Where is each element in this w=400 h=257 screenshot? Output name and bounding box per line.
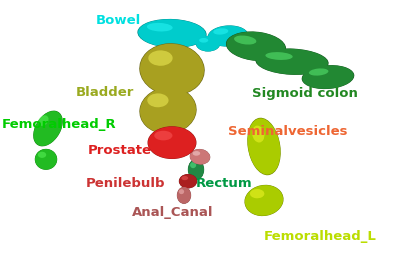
Ellipse shape bbox=[148, 50, 173, 66]
Ellipse shape bbox=[252, 126, 264, 143]
Ellipse shape bbox=[179, 189, 184, 194]
Ellipse shape bbox=[196, 36, 220, 52]
Text: Rectum: Rectum bbox=[196, 177, 253, 190]
Ellipse shape bbox=[250, 189, 264, 198]
Ellipse shape bbox=[266, 52, 293, 60]
Ellipse shape bbox=[302, 65, 354, 89]
Ellipse shape bbox=[34, 111, 62, 146]
Ellipse shape bbox=[35, 149, 57, 170]
Ellipse shape bbox=[179, 174, 197, 188]
Ellipse shape bbox=[190, 149, 210, 164]
Ellipse shape bbox=[190, 149, 210, 164]
Ellipse shape bbox=[234, 35, 256, 44]
Ellipse shape bbox=[188, 159, 204, 180]
Ellipse shape bbox=[33, 111, 63, 146]
Ellipse shape bbox=[213, 28, 228, 35]
Ellipse shape bbox=[199, 38, 208, 43]
Ellipse shape bbox=[140, 87, 196, 134]
Text: Femoralhead_L: Femoralhead_L bbox=[264, 230, 377, 243]
Ellipse shape bbox=[179, 174, 197, 188]
Ellipse shape bbox=[188, 159, 204, 180]
Ellipse shape bbox=[154, 131, 172, 140]
Ellipse shape bbox=[247, 118, 281, 175]
Ellipse shape bbox=[38, 152, 46, 158]
Ellipse shape bbox=[148, 126, 196, 159]
Text: Prostate: Prostate bbox=[88, 144, 152, 157]
Ellipse shape bbox=[309, 68, 328, 76]
Ellipse shape bbox=[193, 151, 200, 156]
Text: Anal_Canal: Anal_Canal bbox=[132, 206, 214, 218]
Ellipse shape bbox=[148, 126, 196, 159]
Ellipse shape bbox=[137, 19, 207, 48]
Ellipse shape bbox=[208, 26, 248, 46]
Ellipse shape bbox=[226, 32, 286, 61]
Ellipse shape bbox=[35, 149, 57, 170]
Ellipse shape bbox=[245, 185, 283, 216]
Ellipse shape bbox=[208, 25, 248, 47]
Text: Femoralhead_R: Femoralhead_R bbox=[2, 118, 117, 131]
Ellipse shape bbox=[177, 187, 191, 204]
Ellipse shape bbox=[147, 93, 168, 107]
Ellipse shape bbox=[138, 19, 206, 48]
Text: Penilebulb: Penilebulb bbox=[86, 177, 166, 190]
Ellipse shape bbox=[244, 185, 284, 216]
Ellipse shape bbox=[190, 162, 196, 168]
Ellipse shape bbox=[139, 43, 205, 96]
Ellipse shape bbox=[196, 36, 220, 51]
Ellipse shape bbox=[181, 176, 188, 180]
Text: Bowel: Bowel bbox=[96, 14, 141, 27]
Text: Bladder: Bladder bbox=[76, 86, 134, 99]
Ellipse shape bbox=[140, 44, 204, 95]
Ellipse shape bbox=[256, 49, 328, 75]
Text: Seminalvesicles: Seminalvesicles bbox=[228, 125, 348, 137]
Text: Sigmoid colon: Sigmoid colon bbox=[252, 87, 358, 100]
Ellipse shape bbox=[177, 187, 191, 204]
Ellipse shape bbox=[255, 49, 329, 75]
Ellipse shape bbox=[248, 118, 280, 175]
Ellipse shape bbox=[302, 65, 354, 89]
Ellipse shape bbox=[147, 23, 173, 31]
Ellipse shape bbox=[139, 87, 197, 134]
Ellipse shape bbox=[226, 31, 286, 61]
Ellipse shape bbox=[38, 115, 48, 126]
